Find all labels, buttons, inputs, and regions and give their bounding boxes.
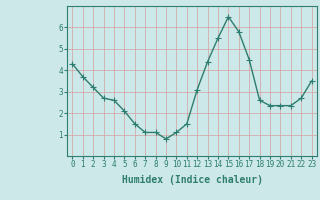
X-axis label: Humidex (Indice chaleur): Humidex (Indice chaleur): [122, 175, 262, 185]
